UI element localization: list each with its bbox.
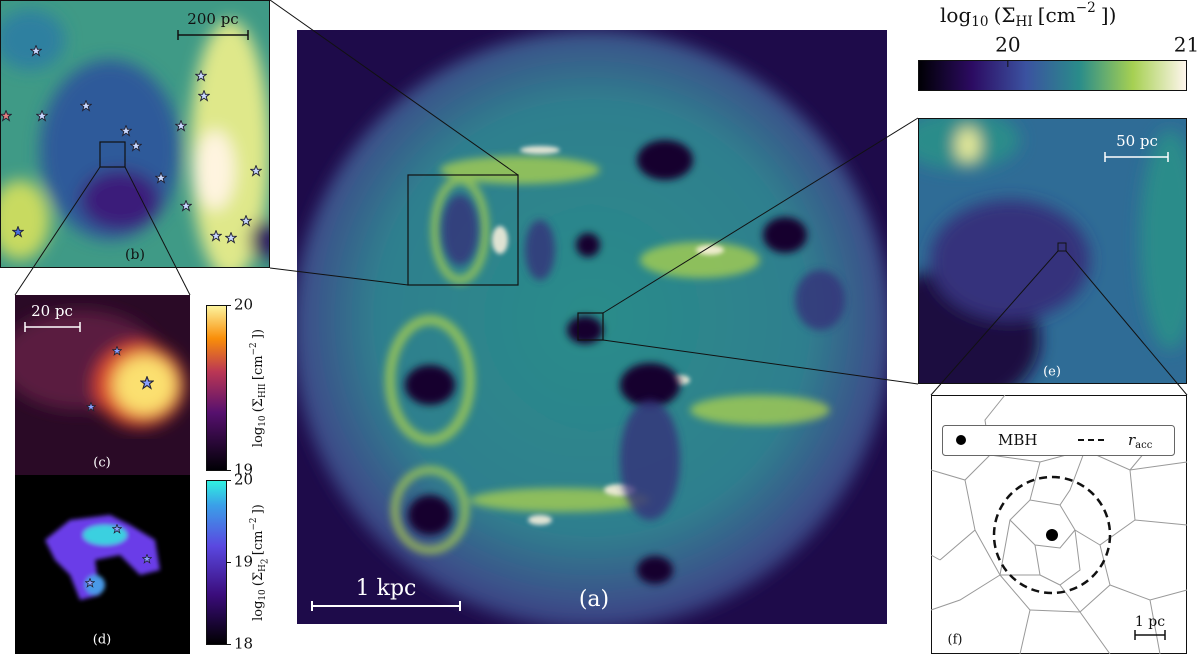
colorbar-label-part: (Σ [251,572,266,586]
panel-c-image [15,295,190,475]
legend-label-part: acc [1135,440,1153,451]
panel-label: (e) [1043,365,1061,380]
panel-d-image [15,475,190,654]
colorbar-tick-label: 19 [234,553,253,571]
colorbar-tick-label: 18 [234,635,253,653]
colorbar-label-part: log [251,601,266,621]
colorbar-label-part: ]) [251,504,266,514]
legend-label-part: r [1128,431,1136,449]
colorbar-label-part: [cm [251,355,266,380]
colorbar-label: log10 (ΣHI [cm−2]) [940,0,1116,30]
colorbar-label-part: 2 [260,558,270,564]
colorbar-label: log10 (ΣHII [cm−2]) [248,329,267,447]
zoom-box-f [1057,242,1067,252]
scale-label: 50 pc [1116,132,1158,150]
panel-b-image [0,0,270,268]
colorbar-label-part: (Σ [251,398,266,412]
colorbar-label-part: HI [1016,14,1033,30]
zoom-box-e [577,312,604,341]
colorbar-label-part: ]) [251,329,266,339]
panel-f-image [930,394,1188,654]
colorbar-label: log10 (ΣH2 [cm−2]) [248,504,270,621]
panel-label: (c) [93,456,110,471]
panel-frame [918,118,1187,384]
colorbar-label-part: log [251,427,266,447]
colorbar-tick-label: 21 [1174,33,1199,57]
scale-label: 20 pc [31,302,73,320]
panel-label: (d) [93,633,111,648]
zoom-box-b [407,174,519,286]
colorbar-label-part: 10 [257,415,267,427]
colorbar-tick-label: 20 [995,33,1020,57]
panel-label: (b) [125,247,145,263]
scale-label: 1 pc [1135,614,1165,630]
colorbar-label-part: −2 [248,342,258,355]
panel-frame [0,0,270,268]
panel-label: (f) [948,633,963,648]
colorbar-tick-label: 20 [234,296,253,314]
colorbar-label-part: −2 [1076,0,1096,16]
panel-label: (a) [579,587,609,612]
colorbar-label-part: 10 [257,589,267,601]
colorbar-label-part: −2 [248,518,258,531]
colorbar-label-part: [cm [1038,3,1076,27]
legend-label: MBH [998,431,1037,449]
scale-label: 200 pc [187,10,238,28]
colorbar-label-part: ]) [1101,3,1117,27]
panel-e-image [918,118,1187,384]
scale-label: 1 kpc [356,576,417,601]
colorbar-label-part: log [940,3,971,27]
colorbar-label-part: (Σ [994,3,1016,27]
zoom-box-c [99,141,126,168]
colorbar-tick-label: 20 [234,471,253,489]
colorbar-label-part: 10 [971,14,988,30]
colorbar [918,60,1187,91]
colorbar [206,480,227,645]
colorbar-tick-label: 19 [234,461,253,479]
connectors [14,0,1188,396]
colorbar-label-part: [cm [251,531,266,556]
panel-a-image [297,30,887,624]
colorbar-label-part: H [257,564,267,572]
colorbar-label-part: HII [257,383,267,398]
legend-label: racc [1128,431,1153,451]
colorbar [206,305,227,471]
